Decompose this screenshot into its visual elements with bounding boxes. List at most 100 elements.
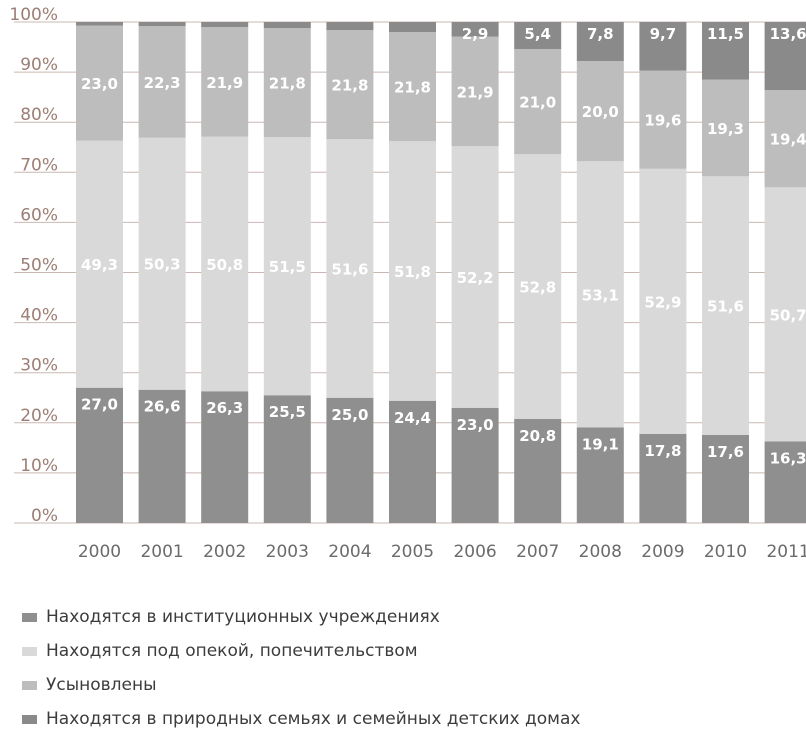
legend-label: Находятся в институционных учреждениях bbox=[46, 607, 440, 627]
data-label: 7,8 bbox=[587, 25, 614, 43]
data-labels: 27,0 49,3 23,0 26,6 50,3 22,3 26,3 50,8 21,9 25,5… bbox=[81, 25, 806, 467]
data-label: 50,8 bbox=[206, 256, 243, 274]
bar-segment bbox=[639, 70, 687, 169]
bar-segment bbox=[76, 140, 123, 388]
bar-segment bbox=[326, 397, 374, 523]
data-label: 52,2 bbox=[457, 269, 494, 287]
legend-label: Находятся в природных семьях и семейных … bbox=[46, 709, 581, 729]
legend-item: Находятся под опекой, попечительством bbox=[22, 634, 580, 668]
data-label: 2,9 bbox=[462, 25, 489, 43]
legend-label: Находятся под опекой, попечительством bbox=[46, 641, 418, 661]
x-tick-label: 2011 bbox=[766, 542, 806, 562]
x-tick-label: 2009 bbox=[641, 542, 684, 562]
data-label: 25,0 bbox=[331, 406, 368, 424]
x-tick-label: 2000 bbox=[78, 542, 121, 562]
bar-segment bbox=[76, 387, 123, 523]
x-tick-label: 2008 bbox=[579, 542, 622, 562]
bar-segment bbox=[389, 400, 436, 523]
legend-swatch bbox=[22, 612, 37, 622]
legend-swatch bbox=[22, 646, 37, 656]
bar-segment bbox=[451, 22, 499, 37]
data-label: 52,9 bbox=[644, 293, 681, 311]
bar-segment bbox=[451, 36, 499, 147]
data-label: 50,7 bbox=[770, 306, 806, 324]
bar-segment bbox=[702, 22, 749, 80]
bar-segment bbox=[326, 30, 374, 140]
data-label: 17,6 bbox=[707, 443, 744, 461]
x-tick-label: 2007 bbox=[516, 542, 559, 562]
y-tick-label: 30% bbox=[20, 356, 58, 376]
y-tick-label: 10% bbox=[20, 456, 58, 476]
bar-segment bbox=[389, 22, 436, 33]
bar-segment bbox=[576, 61, 624, 162]
bar-segment bbox=[576, 22, 624, 62]
x-tick-label: 2010 bbox=[704, 542, 747, 562]
legend-item: Находятся в природных семьях и семейных … bbox=[22, 702, 580, 736]
y-tick-label: 20% bbox=[20, 406, 58, 426]
bar-segment bbox=[702, 176, 749, 435]
x-tick-label: 2001 bbox=[140, 542, 183, 562]
bar-segment bbox=[201, 136, 249, 392]
y-axis: 0% 10% 20% 30% 40% 50% 60% 70% 80% 90% 100% bbox=[9, 5, 58, 526]
data-label: 9,7 bbox=[650, 25, 677, 43]
data-label: 51,5 bbox=[269, 258, 306, 276]
y-tick-label: 100% bbox=[9, 5, 58, 25]
bar-segment bbox=[514, 418, 562, 523]
data-label: 23,0 bbox=[81, 75, 118, 93]
data-label: 11,5 bbox=[707, 25, 744, 43]
y-tick-label: 80% bbox=[20, 105, 58, 125]
bar-segment bbox=[639, 22, 687, 71]
data-label: 16,3 bbox=[770, 449, 806, 467]
bar-segment bbox=[639, 168, 687, 434]
bar-segment bbox=[764, 90, 806, 188]
data-label: 53,1 bbox=[582, 286, 619, 304]
bars bbox=[76, 22, 806, 523]
bar-segment bbox=[263, 28, 311, 138]
bar-segment bbox=[263, 137, 311, 396]
bar-segment bbox=[326, 22, 374, 31]
data-label: 19,1 bbox=[582, 435, 619, 453]
y-tick-label: 40% bbox=[20, 306, 58, 326]
bar-segment bbox=[514, 49, 562, 155]
bar-segment bbox=[138, 22, 186, 27]
bar-segment bbox=[764, 441, 806, 523]
bar-segment bbox=[451, 146, 499, 408]
bar-segment bbox=[389, 141, 436, 401]
data-label: 52,8 bbox=[519, 279, 556, 297]
bar-segment bbox=[138, 137, 186, 390]
data-label: 19,3 bbox=[707, 120, 744, 138]
data-label: 17,8 bbox=[644, 442, 681, 460]
x-tick-label: 2005 bbox=[391, 542, 434, 562]
bar-segment bbox=[326, 139, 374, 398]
bar-segment bbox=[576, 161, 624, 428]
data-label: 21,8 bbox=[269, 75, 306, 93]
data-label: 26,6 bbox=[144, 398, 181, 416]
data-label: 21,8 bbox=[331, 77, 368, 95]
data-label: 13,6 bbox=[770, 25, 806, 43]
data-label: 24,4 bbox=[394, 409, 431, 427]
bar-segment bbox=[702, 434, 749, 523]
bar-segment bbox=[639, 433, 687, 523]
data-label: 26,3 bbox=[206, 399, 243, 417]
legend-swatch bbox=[22, 714, 37, 724]
bar-segment bbox=[702, 79, 749, 177]
x-tick-label: 2004 bbox=[328, 542, 371, 562]
data-label: 49,3 bbox=[81, 256, 118, 274]
bar-segment bbox=[764, 187, 806, 442]
data-label: 19,4 bbox=[770, 131, 806, 149]
y-tick-label: 50% bbox=[20, 256, 58, 276]
x-tick-label: 2006 bbox=[453, 542, 496, 562]
y-tick-label: 70% bbox=[20, 155, 58, 175]
bar-segment bbox=[451, 407, 499, 523]
data-label: 21,9 bbox=[206, 74, 243, 92]
data-label: 5,4 bbox=[524, 25, 551, 43]
bar-segment bbox=[201, 391, 249, 523]
data-label: 51,6 bbox=[331, 260, 368, 278]
data-label: 20,8 bbox=[519, 427, 556, 445]
bar-segment bbox=[576, 427, 624, 523]
stacked-bar-chart: 27,0 49,3 23,0 26,6 50,3 22,3 26,3 50,8 21,9 25,5… bbox=[9, 5, 806, 562]
x-axis: 2000 2001 2002 2003 2004 2005 2006 2007 2008 2009… bbox=[78, 542, 806, 562]
bar-segment bbox=[514, 154, 562, 419]
data-label: 21,9 bbox=[457, 83, 494, 101]
x-tick-label: 2002 bbox=[203, 542, 246, 562]
